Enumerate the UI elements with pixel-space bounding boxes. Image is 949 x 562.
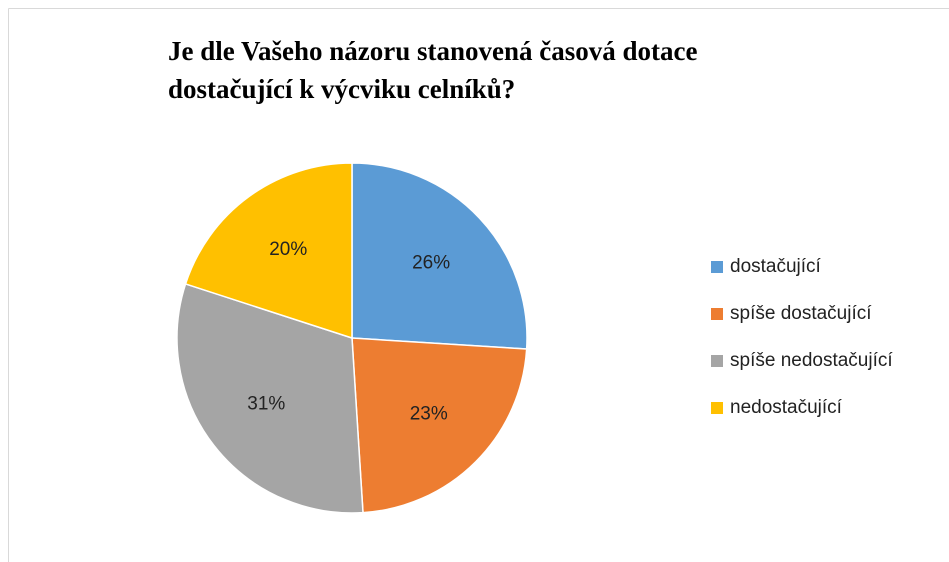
chart-title: Je dle Vašeho názoru stanovená časová do… bbox=[168, 36, 698, 104]
legend-swatch bbox=[711, 261, 723, 273]
data-label: 26% bbox=[412, 253, 450, 274]
data-label: 20% bbox=[269, 239, 307, 260]
legend-swatch bbox=[711, 402, 723, 414]
legend-label: spíše nedostačující bbox=[730, 350, 893, 371]
data-label: 23% bbox=[410, 404, 448, 425]
legend-swatch bbox=[711, 355, 723, 367]
legend-label: spíše dostačující bbox=[730, 303, 872, 324]
legend-label: nedostačující bbox=[730, 397, 843, 418]
pie-slice bbox=[351, 337, 528, 514]
data-label: 31% bbox=[247, 394, 285, 415]
pie-slice bbox=[176, 282, 364, 514]
pie-slice bbox=[351, 162, 528, 350]
pie-slice bbox=[184, 162, 353, 340]
legend-label: dostačující bbox=[730, 256, 822, 277]
legend-swatch bbox=[711, 308, 723, 320]
